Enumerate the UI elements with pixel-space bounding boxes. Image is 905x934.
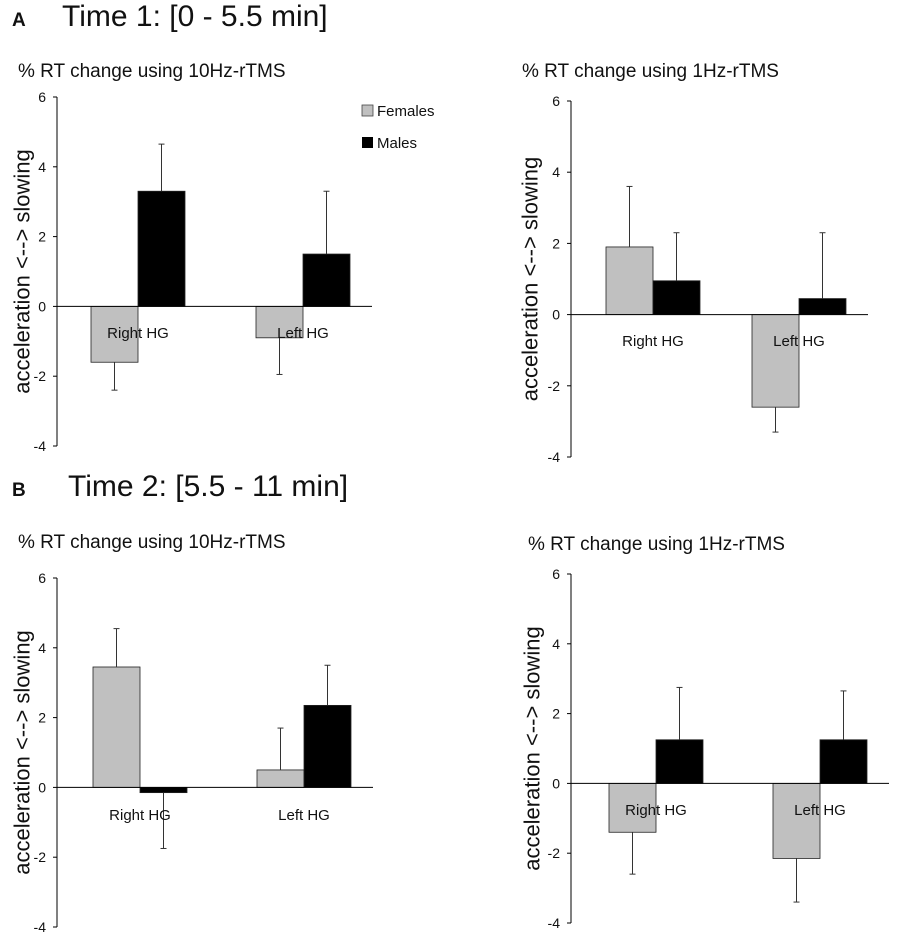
- chart4-tick-label: 2: [552, 706, 560, 722]
- chart2-tick-label: -2: [548, 378, 561, 394]
- chart1-tick-label: -4: [34, 438, 47, 454]
- chart3-bar-females-left-hg: [256, 769, 305, 788]
- panel-b-label: B: [12, 480, 26, 501]
- chart3-tick-label: -4: [34, 919, 47, 934]
- panel-a-label: A: [12, 10, 26, 31]
- chart1-title: % RT change using 10Hz-rTMS: [18, 61, 286, 82]
- chart2-tick-label: -4: [548, 449, 561, 465]
- panel-b-title: Time 2: [5.5 - 11 min]: [68, 470, 349, 503]
- chart1-bar-males-right-hg: [137, 190, 186, 307]
- legend-label-females: Females: [377, 103, 435, 120]
- chart4-tick-label: 4: [552, 636, 560, 652]
- chart2-bar-males-left-hg: [798, 298, 847, 315]
- chart1-bar-males-left-hg: [302, 253, 351, 307]
- chart3-category-label-right-hg: Right HG: [109, 807, 171, 824]
- chart3-title: % RT change using 10Hz-rTMS: [18, 532, 286, 553]
- chart4-y-axis-label: acceleration <--> slowing: [520, 626, 545, 871]
- chart2-bar-females-right-hg: [605, 246, 654, 316]
- chart2-tick-label: 2: [552, 235, 560, 251]
- chart1-tick-label: -2: [34, 368, 47, 384]
- chart1-tick-label: 2: [38, 229, 46, 245]
- legend-swatch-males: [362, 137, 373, 148]
- chart3-bar-males-right-hg: [139, 787, 188, 794]
- chart1-bar-females-right-hg: [90, 305, 139, 363]
- chart4-tick-label: 6: [552, 566, 560, 582]
- chart1-category-label-left-hg: Left HG: [277, 325, 329, 342]
- chart1-tick-label: 0: [38, 298, 46, 314]
- chart2-category-label-left-hg: Left HG: [773, 333, 825, 350]
- chart4-tick-label: 0: [552, 775, 560, 791]
- chart1-category-label-right-hg: Right HG: [107, 325, 169, 342]
- chart4-tick-label: -2: [548, 845, 561, 861]
- chart4-title: % RT change using 1Hz-rTMS: [528, 534, 785, 555]
- chart4-category-label-right-hg: Right HG: [625, 802, 687, 819]
- chart3-category-label-left-hg: Left HG: [278, 807, 330, 824]
- chart1-y-axis-label: acceleration <--> slowing: [10, 149, 35, 394]
- chart4-bar-males-left-hg: [819, 739, 868, 784]
- legend-label-males: Males: [377, 135, 417, 152]
- chart1-tick-label: 4: [38, 159, 46, 175]
- chart3-bar-males-left-hg: [303, 704, 352, 788]
- chart4-category-label-left-hg: Left HG: [794, 802, 846, 819]
- chart2-tick-label: 4: [552, 164, 560, 180]
- chart1-tick-label: 6: [38, 89, 46, 105]
- chart4-bar-females-left-hg: [772, 783, 821, 859]
- chart2-bar-males-right-hg: [652, 280, 701, 315]
- chart3-bar-females-right-hg: [92, 666, 141, 788]
- chart3-tick-label: 2: [38, 710, 46, 726]
- chart3-tick-label: -2: [34, 849, 47, 865]
- chart2-tick-label: 0: [552, 307, 560, 323]
- chart2-y-axis-label: acceleration <--> slowing: [518, 157, 543, 402]
- chart4-bar-females-right-hg: [608, 783, 657, 833]
- chart2-title: % RT change using 1Hz-rTMS: [522, 61, 779, 82]
- legend-swatch-females: [361, 104, 374, 117]
- panel-a-title: Time 1: [0 - 5.5 min]: [62, 0, 328, 33]
- chart3-tick-label: 0: [38, 779, 46, 795]
- chart2-category-label-right-hg: Right HG: [622, 333, 684, 350]
- chart2-bar-females-left-hg: [751, 314, 800, 408]
- chart4-bar-males-right-hg: [655, 739, 704, 784]
- chart3-tick-label: 6: [38, 570, 46, 586]
- chart2-tick-label: 6: [552, 93, 560, 109]
- chart4-tick-label: -4: [548, 915, 561, 931]
- chart3-y-axis-label: acceleration <--> slowing: [10, 630, 35, 875]
- chart3-tick-label: 4: [38, 640, 46, 656]
